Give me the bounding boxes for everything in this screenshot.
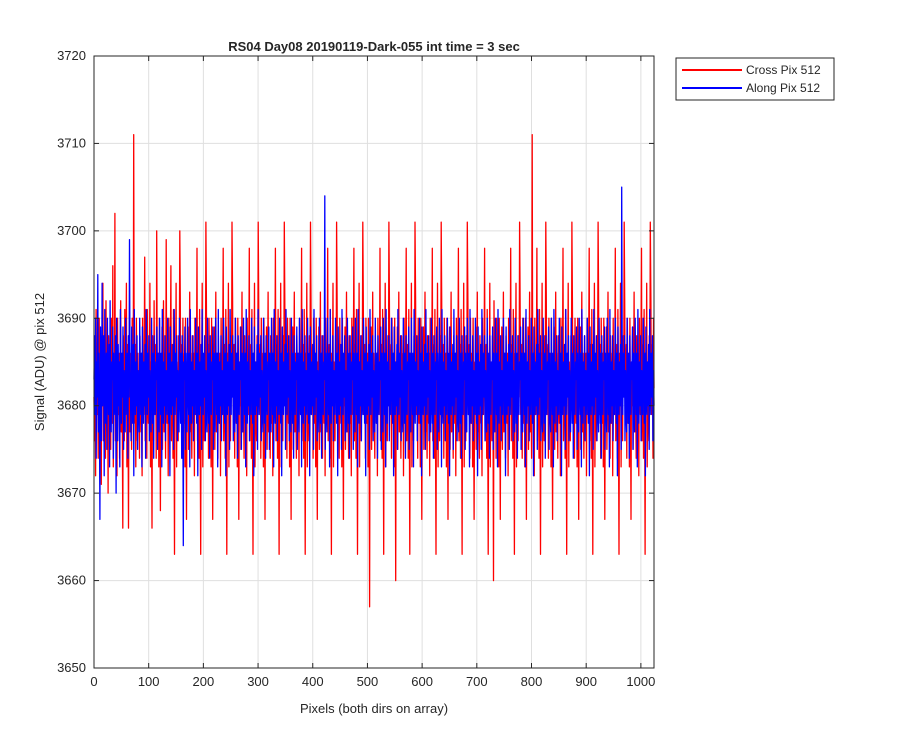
y-tick-label: 3690 xyxy=(57,310,86,325)
x-tick-label: 300 xyxy=(247,674,269,689)
plot-frame xyxy=(93,55,655,669)
x-axis-label: Pixels (both dirs on array) xyxy=(300,701,448,716)
y-tick-label: 3710 xyxy=(57,135,86,150)
x-tick-label: 200 xyxy=(193,674,215,689)
x-tick-label: 800 xyxy=(521,674,543,689)
legend-label-cross: Cross Pix 512 xyxy=(746,63,821,77)
x-tick-label: 500 xyxy=(357,674,379,689)
x-tick-label: 1000 xyxy=(626,674,655,689)
y-axis-label: Signal (ADU) @ pix 512 xyxy=(32,293,47,431)
axis-ticks: 0 100 200 300 400 500 600 700 800 900 1000 3650 3660… xyxy=(57,48,655,689)
y-tick-label: 3650 xyxy=(57,660,86,675)
legend: Cross Pix 512 Along Pix 512 xyxy=(675,57,835,101)
x-tick-label: 0 xyxy=(90,674,97,689)
x-tick-label: 100 xyxy=(138,674,160,689)
y-tick-label: 3660 xyxy=(57,573,86,588)
x-tick-label: 600 xyxy=(411,674,433,689)
x-tick-label: 700 xyxy=(466,674,488,689)
y-tick-label: 3700 xyxy=(57,223,86,238)
series-line-along-pix-512 xyxy=(93,186,655,547)
y-tick-label: 3680 xyxy=(57,398,86,413)
x-tick-label: 900 xyxy=(575,674,597,689)
y-tick-label: 3670 xyxy=(57,485,86,500)
y-tick-label: 3720 xyxy=(57,48,86,63)
legend-label-along: Along Pix 512 xyxy=(746,81,820,95)
legend-box xyxy=(675,57,835,101)
chart-title: RS04 Day08 20190119-Dark-055 int time = … xyxy=(228,39,520,54)
series-layer xyxy=(93,134,655,608)
x-tick-label: 400 xyxy=(302,674,324,689)
